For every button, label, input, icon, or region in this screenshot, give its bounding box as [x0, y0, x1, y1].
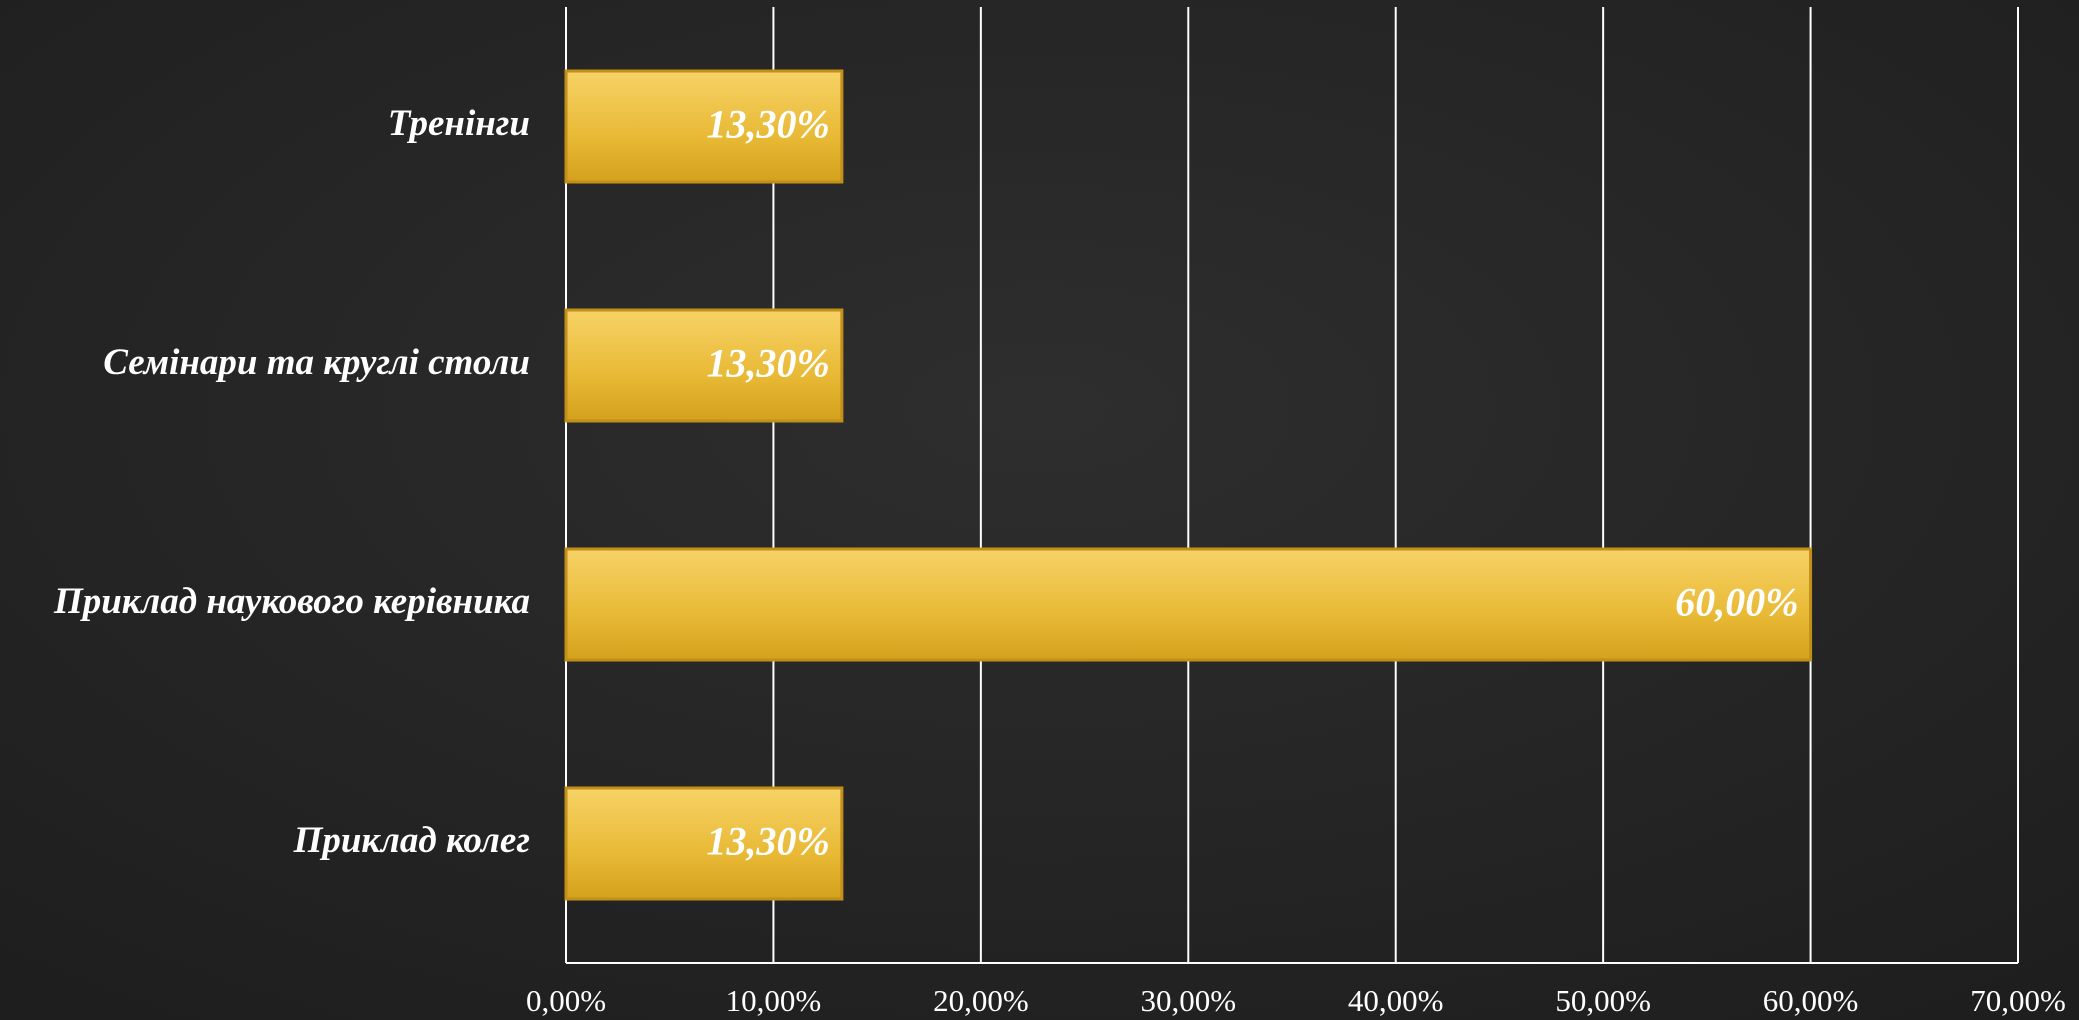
- value-label: 60,00%: [1675, 580, 1798, 625]
- x-tick-label: 20,00%: [933, 983, 1029, 1018]
- x-tick-label: 50,00%: [1555, 983, 1651, 1018]
- x-tick-label: 0,00%: [526, 983, 606, 1018]
- y-tick-label: Тренінги: [388, 103, 530, 144]
- y-tick-label: Приклад колег: [293, 820, 530, 861]
- x-tick-label: 10,00%: [726, 983, 822, 1018]
- y-tick-label: Приклад наукового керівника: [53, 581, 530, 622]
- y-tick-label: Семінари та круглі столи: [103, 342, 530, 383]
- value-label: 13,30%: [707, 102, 830, 147]
- x-tick-label: 70,00%: [1970, 983, 2066, 1018]
- x-tick-label: 40,00%: [1348, 983, 1444, 1018]
- bar: [564, 547, 1813, 662]
- value-label: 13,30%: [707, 341, 830, 386]
- bar: [564, 786, 844, 901]
- bar: [564, 69, 844, 184]
- value-label: 13,30%: [707, 819, 830, 864]
- x-tick-label: 30,00%: [1140, 983, 1236, 1018]
- bar: [564, 308, 844, 423]
- x-tick-label: 60,00%: [1763, 983, 1859, 1018]
